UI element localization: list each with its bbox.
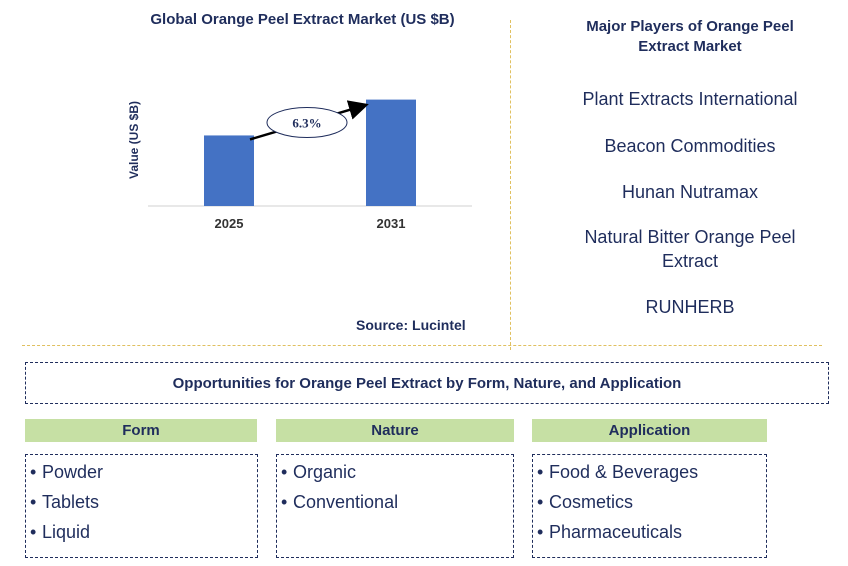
chart-title: Global Orange Peel Extract Market (US $B… <box>150 11 455 28</box>
player-item: Natural Bitter Orange Peel Extract <box>584 227 796 271</box>
players-title: Major Players of Orange Peel Extract Mar… <box>586 18 794 55</box>
player-item: Beacon Commodities <box>604 136 776 156</box>
cagr-ellipse <box>266 107 348 139</box>
segment-list-form: • Powder • Tablets • Liquid <box>25 454 258 558</box>
list-item: • Powder <box>30 462 104 482</box>
bar-2025 <box>204 135 254 206</box>
x-tick-label: 2025 <box>215 216 244 231</box>
x-tick-label: 2031 <box>377 216 406 231</box>
list-item: • Organic <box>281 462 357 482</box>
player-item: RUNHERB <box>645 297 735 317</box>
player-item: Hunan Nutramax <box>621 182 759 202</box>
segment-list-nature: • Organic • Conventional <box>276 454 514 558</box>
y-axis-label: Value (US $B) <box>127 101 141 179</box>
list-item: • Liquid <box>30 522 91 542</box>
segment-header-application: Application <box>532 419 767 442</box>
list-item: • Conventional <box>281 492 399 512</box>
list-item: • Pharmaceuticals <box>537 522 683 542</box>
segment-list-application: • Food & Beverages • Cosmetics • Pharmaceut… <box>532 454 767 558</box>
opportunities-title: Opportunities for Orange Peel Extract by… <box>25 362 829 404</box>
segment-header-form: Form <box>25 419 257 442</box>
horizontal-divider <box>22 345 822 346</box>
list-item: • Cosmetics <box>537 492 634 512</box>
segment-header-nature: Nature <box>276 419 514 442</box>
source-label: Source: Lucintel <box>356 317 466 333</box>
bar-chart: Value (US $B) 2025 2031 6.3% <box>127 99 472 231</box>
player-item: Plant Extracts International <box>582 89 798 109</box>
vertical-divider <box>510 20 511 350</box>
list-item: • Tablets <box>30 492 100 512</box>
list-item: • Food & Beverages <box>537 462 699 482</box>
cagr-label: 6.3% <box>292 116 321 131</box>
bar-2031 <box>366 99 416 206</box>
